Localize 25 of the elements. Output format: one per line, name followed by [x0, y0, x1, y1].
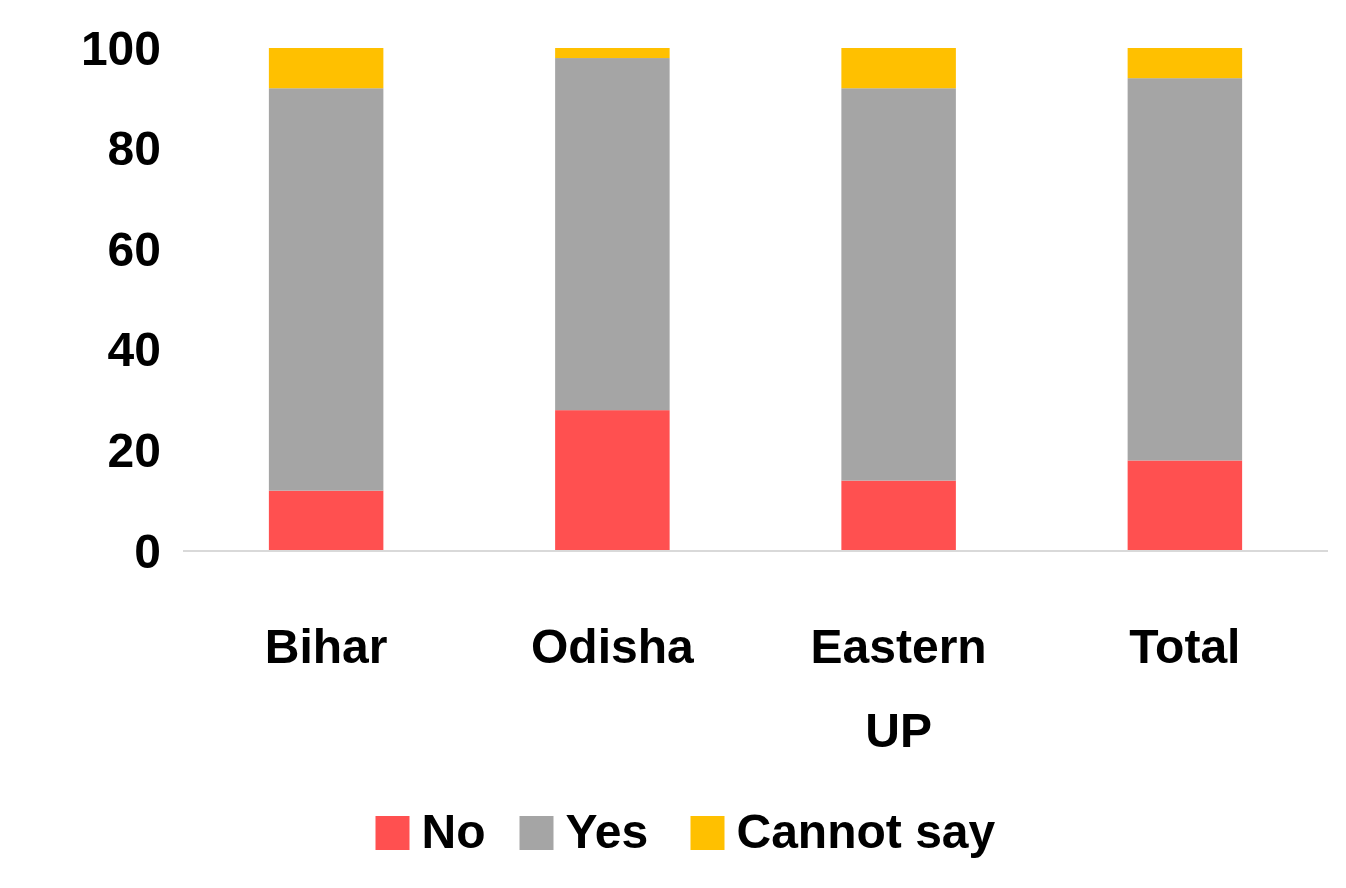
bar — [555, 58, 670, 411]
y-tick-label: 100 — [80, 21, 161, 75]
bar — [841, 88, 956, 481]
y-tick-label: 60 — [107, 222, 161, 276]
bar — [1127, 78, 1243, 461]
x-tick-label: Total — [1129, 620, 1241, 673]
legend-label: Yes — [565, 805, 649, 858]
bar — [268, 490, 384, 551]
legend-label: Cannot say — [736, 805, 996, 858]
y-tick-label: 20 — [107, 423, 161, 477]
y-tick-label: 80 — [107, 122, 161, 176]
y-tick-label: 0 — [134, 524, 161, 578]
bar — [268, 48, 384, 89]
bar — [1127, 460, 1243, 551]
y-tick-label: 40 — [107, 323, 161, 377]
x-tick-label: Bihar — [264, 620, 388, 673]
legend-label: No — [421, 805, 486, 858]
x-tick-label: Odisha — [531, 620, 695, 673]
bar — [841, 480, 956, 551]
bar — [1127, 48, 1243, 79]
bar — [555, 48, 670, 59]
bar — [841, 48, 956, 89]
bar — [555, 410, 670, 551]
x-tick-label: Eastern UP — [810, 620, 987, 757]
bar — [268, 88, 384, 491]
